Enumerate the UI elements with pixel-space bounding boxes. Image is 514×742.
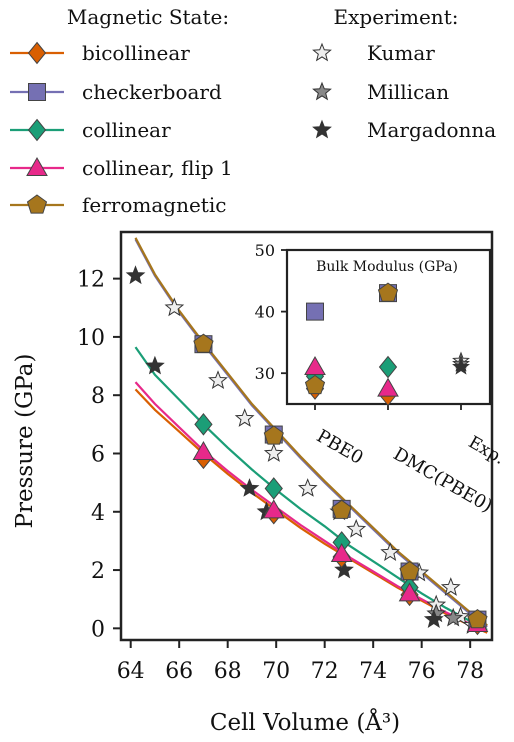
legend-ferromagnetic-marker xyxy=(26,194,48,214)
kumar-data-point xyxy=(208,370,228,390)
legend-checkerboard-label: checkerboard xyxy=(82,80,222,104)
main-axes-frame xyxy=(119,230,494,642)
x-tick-label: 72 xyxy=(311,659,339,684)
kumar-data-point xyxy=(234,408,255,427)
ferromagnetic-data-point xyxy=(193,333,214,353)
x-tick-label: 66 xyxy=(165,659,193,684)
legend-title-experiment: Experiment: xyxy=(334,5,459,29)
collinear-flip-1-fit-curve xyxy=(134,381,488,633)
kumar-data-point xyxy=(440,577,461,596)
x-tick-label: 78 xyxy=(456,659,484,684)
kumar-data-point xyxy=(164,297,185,317)
kumar-data-point xyxy=(380,542,400,562)
collinear-flip-1-data-point xyxy=(398,582,421,602)
ferromagnetic-data-point xyxy=(263,425,284,445)
inset-ferromagnetic-point xyxy=(304,374,326,395)
legend-collinear-flip-1-marker xyxy=(26,156,48,176)
region-label-exp: Exp. xyxy=(465,432,508,468)
collinear-flip-1-data-point xyxy=(262,499,285,519)
ferromagnetic-fit-curve xyxy=(134,237,488,627)
x-tick-label: 70 xyxy=(262,659,290,684)
collinear-flip-1-data-point xyxy=(192,441,215,461)
x-tick-label: 74 xyxy=(359,659,387,684)
bulk-modulus-inset: 30 40 50 xyxy=(255,241,492,410)
axis-labels: Cell Volume (Å³) Pressure (GPa) xyxy=(12,354,400,736)
x-tick-label: 64 xyxy=(117,659,145,684)
legend-collinear-label: collinear xyxy=(82,118,171,142)
kumar-data-point xyxy=(346,518,367,538)
margadonna-data-point xyxy=(423,609,444,629)
inset-y-tick-label: 30 xyxy=(255,364,275,383)
y-tick-label: 10 xyxy=(77,326,105,351)
inset-collinear-flip-1-point xyxy=(304,356,326,376)
margadonna-data-point xyxy=(125,265,146,285)
legend-kumar-marker xyxy=(312,42,332,62)
legend-collinear-flip-1-label: collinear, flip 1 xyxy=(82,156,233,180)
collinear-data-point xyxy=(194,413,213,436)
x-tick-label: 68 xyxy=(214,659,242,684)
inset-y-tick-label: 40 xyxy=(255,303,275,322)
legend-margadonna-marker xyxy=(312,119,332,139)
y-tick-label: 4 xyxy=(91,501,105,526)
collinear-flip-1-data-point xyxy=(330,543,353,563)
kumar-data-point xyxy=(297,478,318,497)
bicollinear-fit-curve xyxy=(134,388,488,634)
legend-millican-label: Millican xyxy=(367,80,449,104)
margadonna-data-point xyxy=(239,478,260,497)
inset-checkerboard-point xyxy=(306,302,324,321)
inset-margadonna-point xyxy=(452,357,470,375)
legend-collinear-marker xyxy=(27,118,47,142)
y-tick-label: 12 xyxy=(77,268,105,293)
legend-title-magnetic-state: Magnetic State: xyxy=(67,5,229,29)
y-tick-label: 0 xyxy=(91,617,105,642)
legend-millican-marker xyxy=(312,81,332,101)
legend-ferromagnetic-label: ferromagnetic xyxy=(82,193,226,217)
ferromagnetic-data-point xyxy=(331,499,352,519)
y-tick-label: 8 xyxy=(91,384,105,409)
ferromagnetic-data-point xyxy=(467,608,488,629)
x-axis-label: Cell Volume (Å³) xyxy=(210,708,400,736)
millican-data-point xyxy=(443,607,464,627)
margadonna-data-point xyxy=(145,355,165,375)
inset-ferromagnetic-point xyxy=(377,282,399,302)
x-tick-label: 76 xyxy=(408,659,436,684)
y-tick-label: 6 xyxy=(91,442,105,467)
margadonna-data-point xyxy=(334,559,354,579)
inset-collinear-flip-1-point xyxy=(377,377,399,397)
legend-bicollinear-marker xyxy=(27,41,47,65)
region-label-pbe0: PBE0 xyxy=(313,426,367,469)
y-axis-label: Pressure (GPa) xyxy=(12,354,38,529)
kumar-data-point xyxy=(263,443,284,462)
y-tick-label: 2 xyxy=(91,559,105,584)
inset-y-tick-label: 50 xyxy=(255,241,275,260)
ferromagnetic-data-point xyxy=(399,560,420,581)
legend-kumar-label: Kumar xyxy=(367,41,435,65)
inset-title: Bulk Modulus (GPa) xyxy=(316,259,458,275)
collinear-fit-curve xyxy=(134,346,488,631)
inset-collinear-point xyxy=(378,355,398,379)
legend-checkerboard-marker xyxy=(28,83,46,101)
legend: Magnetic State: Experiment: bicollinear c… xyxy=(10,5,496,217)
legend-bicollinear-label: bicollinear xyxy=(82,41,190,65)
legend-margadonna-label: Margadonna xyxy=(367,118,496,142)
collinear-data-point xyxy=(264,477,283,500)
